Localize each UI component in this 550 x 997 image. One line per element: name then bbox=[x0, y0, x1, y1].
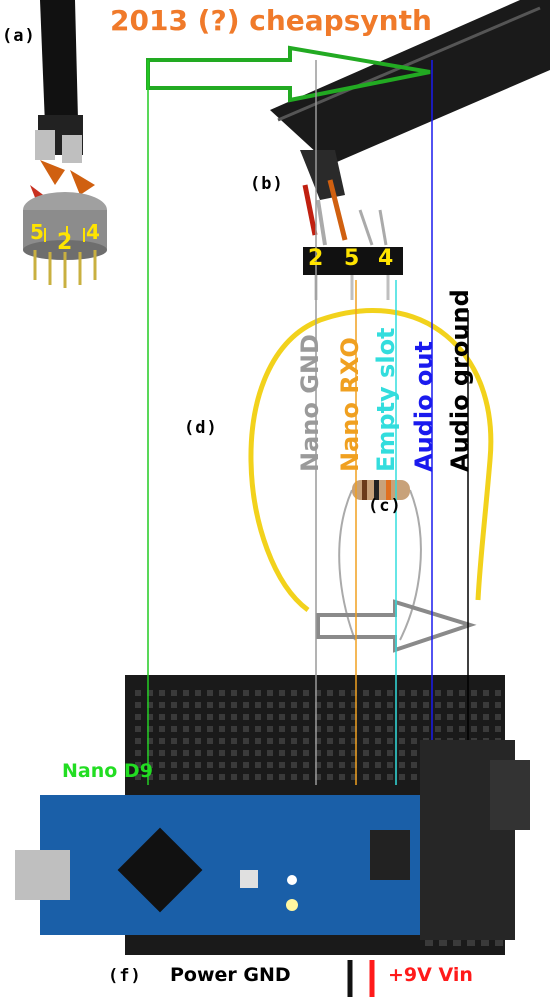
header-pin-five: 5 bbox=[344, 246, 360, 271]
header-pin-two: 2 bbox=[308, 246, 324, 271]
green-arrow bbox=[146, 45, 431, 103]
page-title: 2013 (?) cheapsynth bbox=[110, 4, 432, 37]
arduino-nano bbox=[15, 795, 420, 935]
marker-a: (a) bbox=[2, 26, 36, 46]
label-audio-out: Audio out bbox=[410, 341, 438, 472]
pin-header bbox=[303, 247, 403, 300]
marker-b: (b) bbox=[250, 174, 284, 194]
label-vin: +9V Vin bbox=[388, 964, 473, 986]
label-nano-d9: Nano D9 bbox=[62, 760, 153, 782]
gray-arrow bbox=[316, 599, 477, 653]
yellow-wire bbox=[248, 308, 494, 613]
label-nano-gnd: Nano GND bbox=[296, 334, 324, 472]
marker-d: (d) bbox=[184, 418, 218, 438]
connector-pin-four: 4 bbox=[86, 220, 100, 244]
label-empty-slot: Empty slot bbox=[372, 327, 400, 472]
label-audio-ground: Audio ground bbox=[446, 289, 474, 472]
connector-pin-two: 2 bbox=[57, 230, 73, 255]
header-pin-four: 4 bbox=[378, 246, 394, 271]
marker-f: (f) bbox=[108, 966, 142, 986]
label-nano-rxo: Nano RXO bbox=[336, 337, 364, 472]
black-cable bbox=[270, 0, 550, 246]
din-connector bbox=[23, 0, 107, 288]
label-power-gnd: Power GND bbox=[170, 964, 291, 986]
marker-c: (c) bbox=[368, 496, 402, 516]
connector-pin-five: 5 bbox=[30, 220, 44, 244]
